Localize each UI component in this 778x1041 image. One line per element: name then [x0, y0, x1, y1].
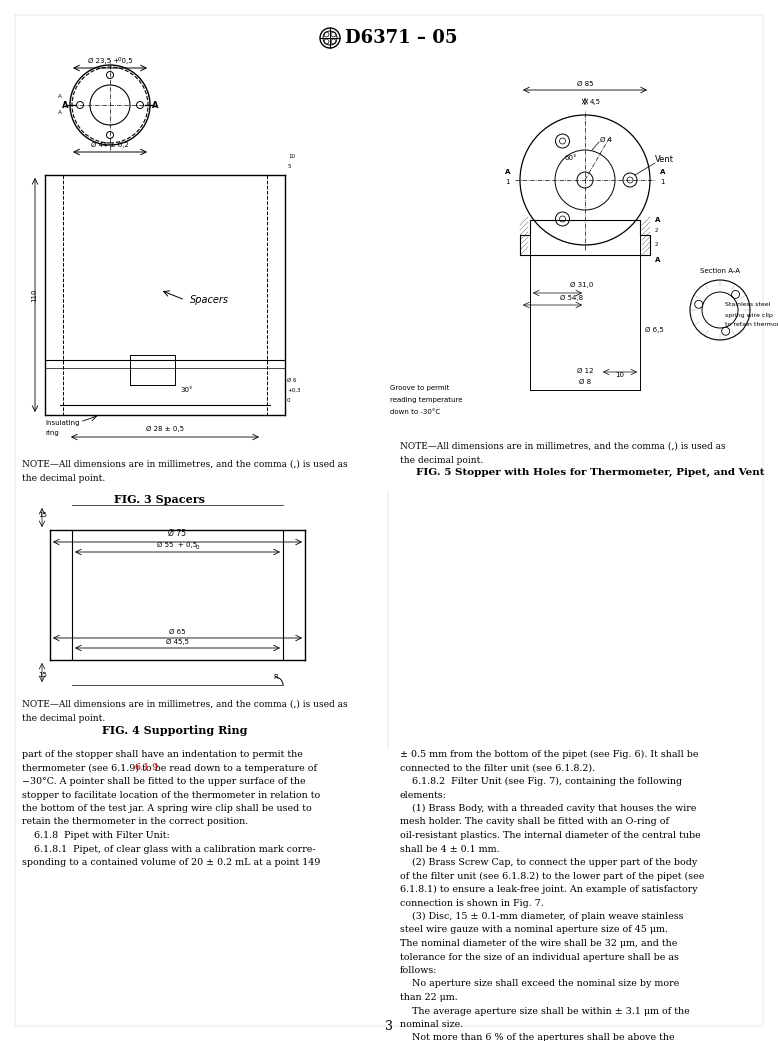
- Text: 6.1.8.2  Filter Unit (see Fig. 7), containing the following: 6.1.8.2 Filter Unit (see Fig. 7), contai…: [400, 777, 682, 786]
- Text: the decimal point.: the decimal point.: [22, 474, 105, 483]
- Text: 6.1.9: 6.1.9: [135, 763, 159, 772]
- Text: connection is shown in Fig. 7.: connection is shown in Fig. 7.: [400, 898, 544, 908]
- Text: reading temperature: reading temperature: [390, 397, 462, 403]
- Text: nominal size.: nominal size.: [400, 1020, 463, 1029]
- Text: elements:: elements:: [400, 790, 447, 799]
- Text: The nominal diameter of the wire shall be 32 μm, and the: The nominal diameter of the wire shall b…: [400, 939, 678, 948]
- Text: FIG. 5 Stopper with Holes for Thermometer, Pipet, and Vent: FIG. 5 Stopper with Holes for Thermomete…: [415, 468, 764, 477]
- Text: A: A: [152, 101, 159, 109]
- Text: the decimal point.: the decimal point.: [22, 714, 105, 723]
- Text: Ø 54,8: Ø 54,8: [560, 295, 584, 301]
- Text: Ø 6,5: Ø 6,5: [645, 327, 664, 333]
- Text: 6.1.8.1  Pipet, of clear glass with a calibration mark corre-: 6.1.8.1 Pipet, of clear glass with a cal…: [22, 844, 316, 854]
- Text: Ø 65: Ø 65: [170, 629, 186, 635]
- Text: Stainless steel: Stainless steel: [725, 303, 770, 307]
- Text: A: A: [58, 110, 62, 116]
- Text: (2) Brass Screw Cap, to connect the upper part of the body: (2) Brass Screw Cap, to connect the uppe…: [400, 858, 697, 867]
- Text: 15: 15: [38, 672, 47, 678]
- Text: Insulating: Insulating: [45, 420, 79, 426]
- Text: Ø 8: Ø 8: [579, 379, 591, 385]
- Text: Ø 55  + 0,5: Ø 55 + 0,5: [157, 542, 198, 548]
- Text: steel wire gauze with a nominal aperture size of 45 μm.: steel wire gauze with a nominal aperture…: [400, 925, 668, 935]
- Text: 30°: 30°: [180, 387, 192, 393]
- Text: −30°C. A pointer shall be fitted to the upper surface of the: −30°C. A pointer shall be fitted to the …: [22, 777, 306, 786]
- Text: 2: 2: [655, 228, 658, 232]
- Text: Groove to permit: Groove to permit: [390, 385, 450, 391]
- Text: A: A: [655, 257, 661, 263]
- Text: The average aperture size shall be within ± 3.1 μm of the: The average aperture size shall be withi…: [400, 1007, 690, 1016]
- Text: 5: 5: [288, 164, 292, 170]
- Text: Ø 31,0: Ø 31,0: [570, 282, 594, 288]
- Text: 6.1.8  Pipet with Filter Unit:: 6.1.8 Pipet with Filter Unit:: [22, 831, 170, 840]
- Text: 6.1.8.1) to ensure a leak-free joint. An example of satisfactory: 6.1.8.1) to ensure a leak-free joint. An…: [400, 885, 698, 894]
- Text: (3) Disc, 15 ± 0.1-mm diameter, of plain weave stainless: (3) Disc, 15 ± 0.1-mm diameter, of plain…: [400, 912, 684, 921]
- Text: Ø 45,5: Ø 45,5: [166, 639, 189, 645]
- Text: Vent: Vent: [655, 155, 674, 164]
- Text: Not more than 6 % of the apertures shall be above the: Not more than 6 % of the apertures shall…: [400, 1034, 675, 1041]
- Text: shall be 4 ± 0.1 mm.: shall be 4 ± 0.1 mm.: [400, 844, 499, 854]
- Text: of the filter unit (see 6.1.8.2) to the lower part of the pipet (see: of the filter unit (see 6.1.8.2) to the …: [400, 871, 704, 881]
- Text: Section A-A: Section A-A: [700, 268, 740, 274]
- Text: 60°: 60°: [565, 155, 577, 161]
- Text: 3: 3: [385, 1020, 393, 1033]
- Text: 110: 110: [31, 288, 37, 302]
- Text: No aperture size shall exceed the nominal size by more: No aperture size shall exceed the nomina…: [400, 980, 679, 989]
- Text: ± 0.5 mm from the bottom of the pipet (see Fig. 6). It shall be: ± 0.5 mm from the bottom of the pipet (s…: [400, 750, 699, 759]
- Text: 1: 1: [506, 179, 510, 185]
- Text: spring wire clip: spring wire clip: [725, 312, 773, 318]
- Text: 0: 0: [118, 57, 121, 62]
- Text: NOTE—All dimensions are in millimetres, and the comma (,) is used as: NOTE—All dimensions are in millimetres, …: [22, 460, 348, 469]
- Text: stopper to facilitate location of the thermometer in relation to: stopper to facilitate location of the th…: [22, 790, 321, 799]
- Text: follows:: follows:: [400, 966, 437, 975]
- Text: Ø 75: Ø 75: [169, 529, 187, 538]
- Text: part of the stopper shall have an indentation to permit the: part of the stopper shall have an indent…: [22, 750, 303, 759]
- Text: than 22 μm.: than 22 μm.: [400, 993, 457, 1002]
- Text: Ø 44 ± 0,2: Ø 44 ± 0,2: [91, 142, 129, 148]
- Text: NOTE—All dimensions are in millimetres, and the comma (,) is used as: NOTE—All dimensions are in millimetres, …: [22, 700, 348, 709]
- Text: Ø 4: Ø 4: [600, 137, 612, 143]
- Text: R: R: [273, 674, 278, 680]
- Text: oil-resistant plastics. The internal diameter of the central tube: oil-resistant plastics. The internal dia…: [400, 831, 701, 840]
- Text: Ø 28 ± 0,5: Ø 28 ± 0,5: [146, 426, 184, 432]
- Text: to retain thermometer: to retain thermometer: [725, 323, 778, 328]
- Text: (1) Brass Body, with a threaded cavity that houses the wire: (1) Brass Body, with a threaded cavity t…: [400, 804, 696, 813]
- Text: down to -30°C: down to -30°C: [390, 409, 440, 415]
- Text: A: A: [655, 217, 661, 223]
- Text: 10: 10: [615, 372, 624, 378]
- Text: sponding to a contained volume of 20 ± 0.2 mL at a point 149: sponding to a contained volume of 20 ± 0…: [22, 858, 321, 867]
- Text: Ø 6: Ø 6: [287, 378, 296, 382]
- Text: mesh holder. The cavity shall be fitted with an O-ring of: mesh holder. The cavity shall be fitted …: [400, 817, 669, 827]
- Text: 0: 0: [287, 398, 290, 403]
- Text: retain the thermometer in the correct position.: retain the thermometer in the correct po…: [22, 817, 248, 827]
- Text: FIG. 4 Supporting Ring: FIG. 4 Supporting Ring: [102, 725, 247, 736]
- Text: 15: 15: [38, 512, 47, 518]
- Text: Spacers: Spacers: [190, 295, 229, 305]
- Text: A: A: [660, 169, 665, 175]
- Text: 1: 1: [660, 179, 664, 185]
- Text: A: A: [58, 95, 62, 100]
- Text: ring: ring: [45, 430, 59, 436]
- Text: +0,3: +0,3: [287, 387, 300, 392]
- Text: tolerance for the size of an individual aperture shall be as: tolerance for the size of an individual …: [400, 953, 679, 962]
- Text: Ø 85: Ø 85: [576, 81, 594, 87]
- Text: 2: 2: [655, 243, 658, 248]
- Text: Ø 23,5 + 0,5: Ø 23,5 + 0,5: [88, 58, 132, 64]
- Text: FIG. 3 Spacers: FIG. 3 Spacers: [114, 494, 205, 505]
- Text: 0: 0: [195, 545, 199, 550]
- Text: thermometer (see 6.1.9) to be read down to a temperature of: thermometer (see 6.1.9) to be read down …: [22, 763, 317, 772]
- Text: Ø 12: Ø 12: [576, 369, 594, 374]
- Text: the bottom of the test jar. A spring wire clip shall be used to: the bottom of the test jar. A spring wir…: [22, 804, 312, 813]
- Text: A: A: [505, 169, 510, 175]
- Text: the decimal point.: the decimal point.: [400, 456, 483, 465]
- Text: NOTE—All dimensions are in millimetres, and the comma (,) is used as: NOTE—All dimensions are in millimetres, …: [400, 442, 726, 451]
- Text: D6371 – 05: D6371 – 05: [345, 29, 457, 47]
- Text: connected to the filter unit (see 6.1.8.2).: connected to the filter unit (see 6.1.8.…: [400, 763, 595, 772]
- Text: A: A: [61, 101, 68, 109]
- Text: 10: 10: [288, 154, 295, 159]
- Text: 4,5: 4,5: [590, 99, 601, 105]
